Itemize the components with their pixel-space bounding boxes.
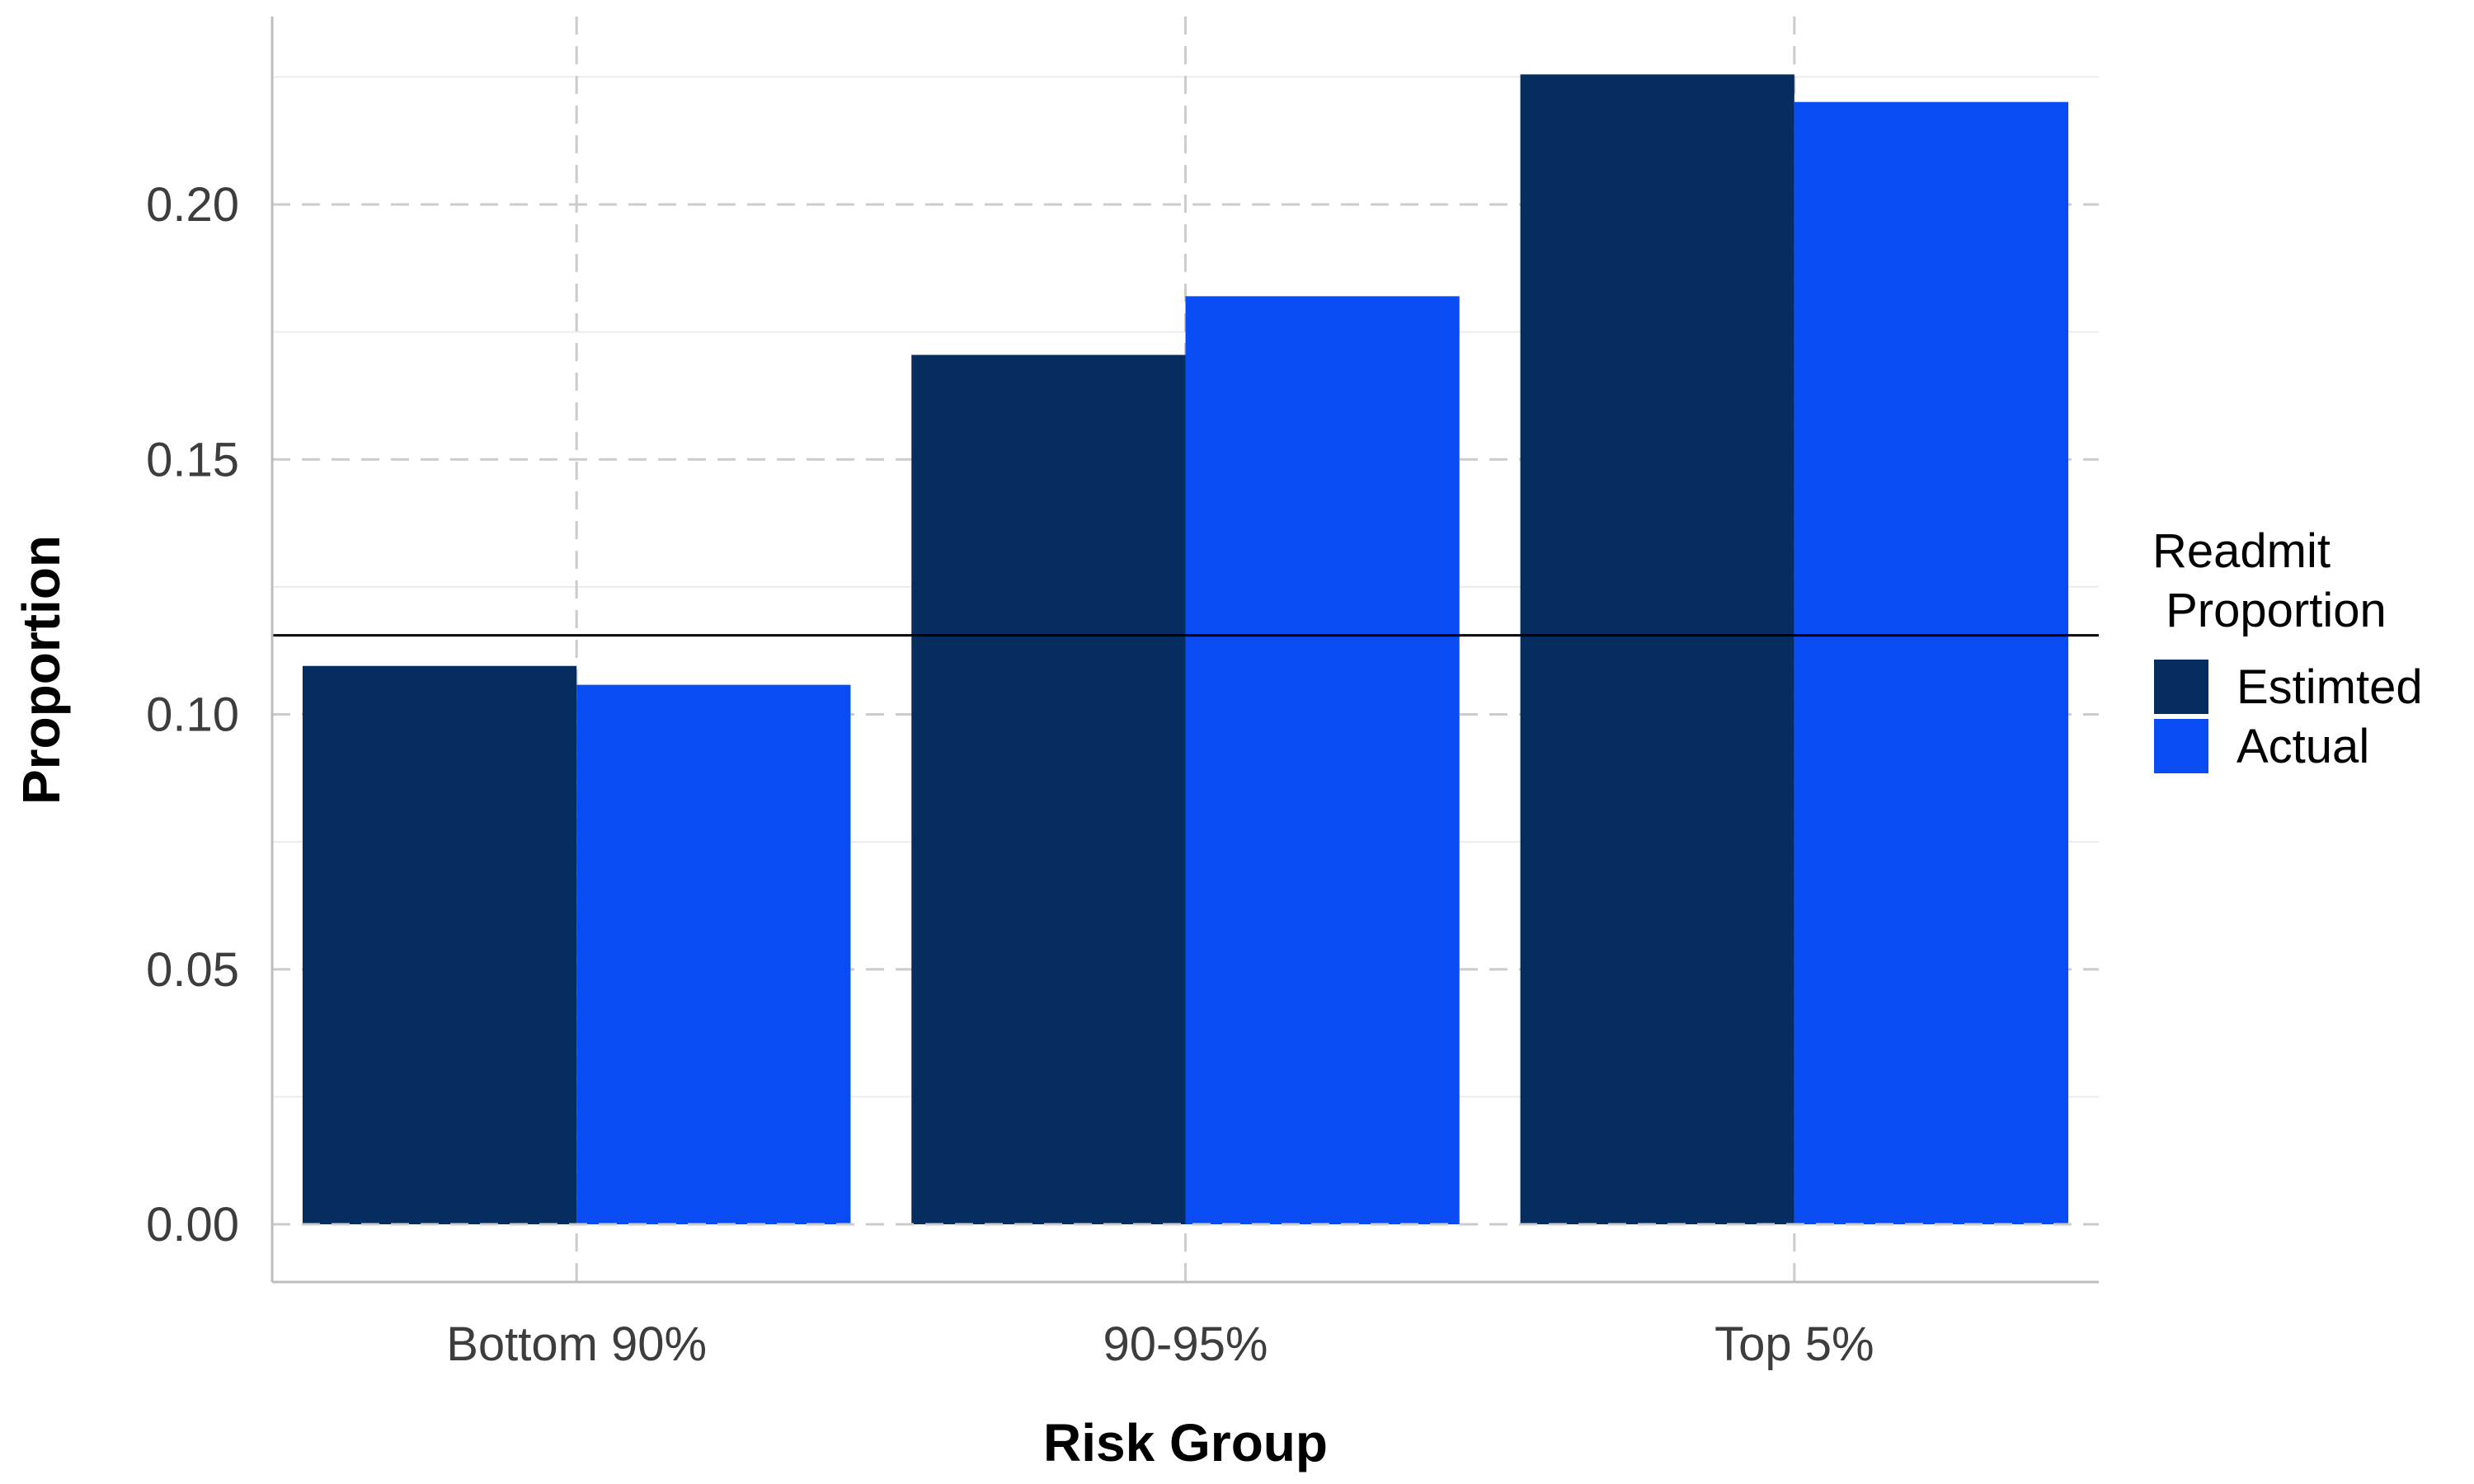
x-tick-label: Bottom 90% <box>446 1317 707 1371</box>
y-tick-label: 0.00 <box>146 1198 239 1252</box>
legend-swatch-estimted <box>2154 660 2208 714</box>
legend-title-line2: Proportion <box>2152 584 2387 637</box>
bar-actual-1 <box>1185 296 1460 1225</box>
x-tick-labels: Bottom 90% 90-95% Top 5% <box>446 1317 1874 1371</box>
legend-swatch-actual <box>2154 719 2208 773</box>
y-tick-label: 0.05 <box>146 943 239 997</box>
legend-label-actual: Actual <box>2236 720 2369 773</box>
x-tick-label: 90-95% <box>1103 1317 1268 1371</box>
legend-label-estimted: Estimted <box>2236 660 2423 714</box>
y-tick-label: 0.10 <box>146 688 239 742</box>
bar-estimted-0 <box>302 665 577 1224</box>
x-tick-label: Top 5% <box>1714 1317 1874 1371</box>
bar-actual-2 <box>1794 101 2069 1224</box>
y-axis-title: Proportion <box>12 535 71 805</box>
bar-estimted-2 <box>1520 74 1794 1225</box>
legend-title-line1: Readmit <box>2152 524 2331 578</box>
y-tick-label: 0.15 <box>146 433 239 486</box>
bar-estimted-1 <box>911 355 1186 1224</box>
bars <box>272 74 2099 1226</box>
x-axis-title: Risk Group <box>1043 1413 1328 1472</box>
y-tick-label: 0.20 <box>146 178 239 232</box>
y-tick-labels: 0.00 0.05 0.10 0.15 0.20 <box>146 178 239 1252</box>
bar-actual-0 <box>576 684 851 1224</box>
legend: Readmit Proportion Estimted Actual <box>2152 524 2423 773</box>
